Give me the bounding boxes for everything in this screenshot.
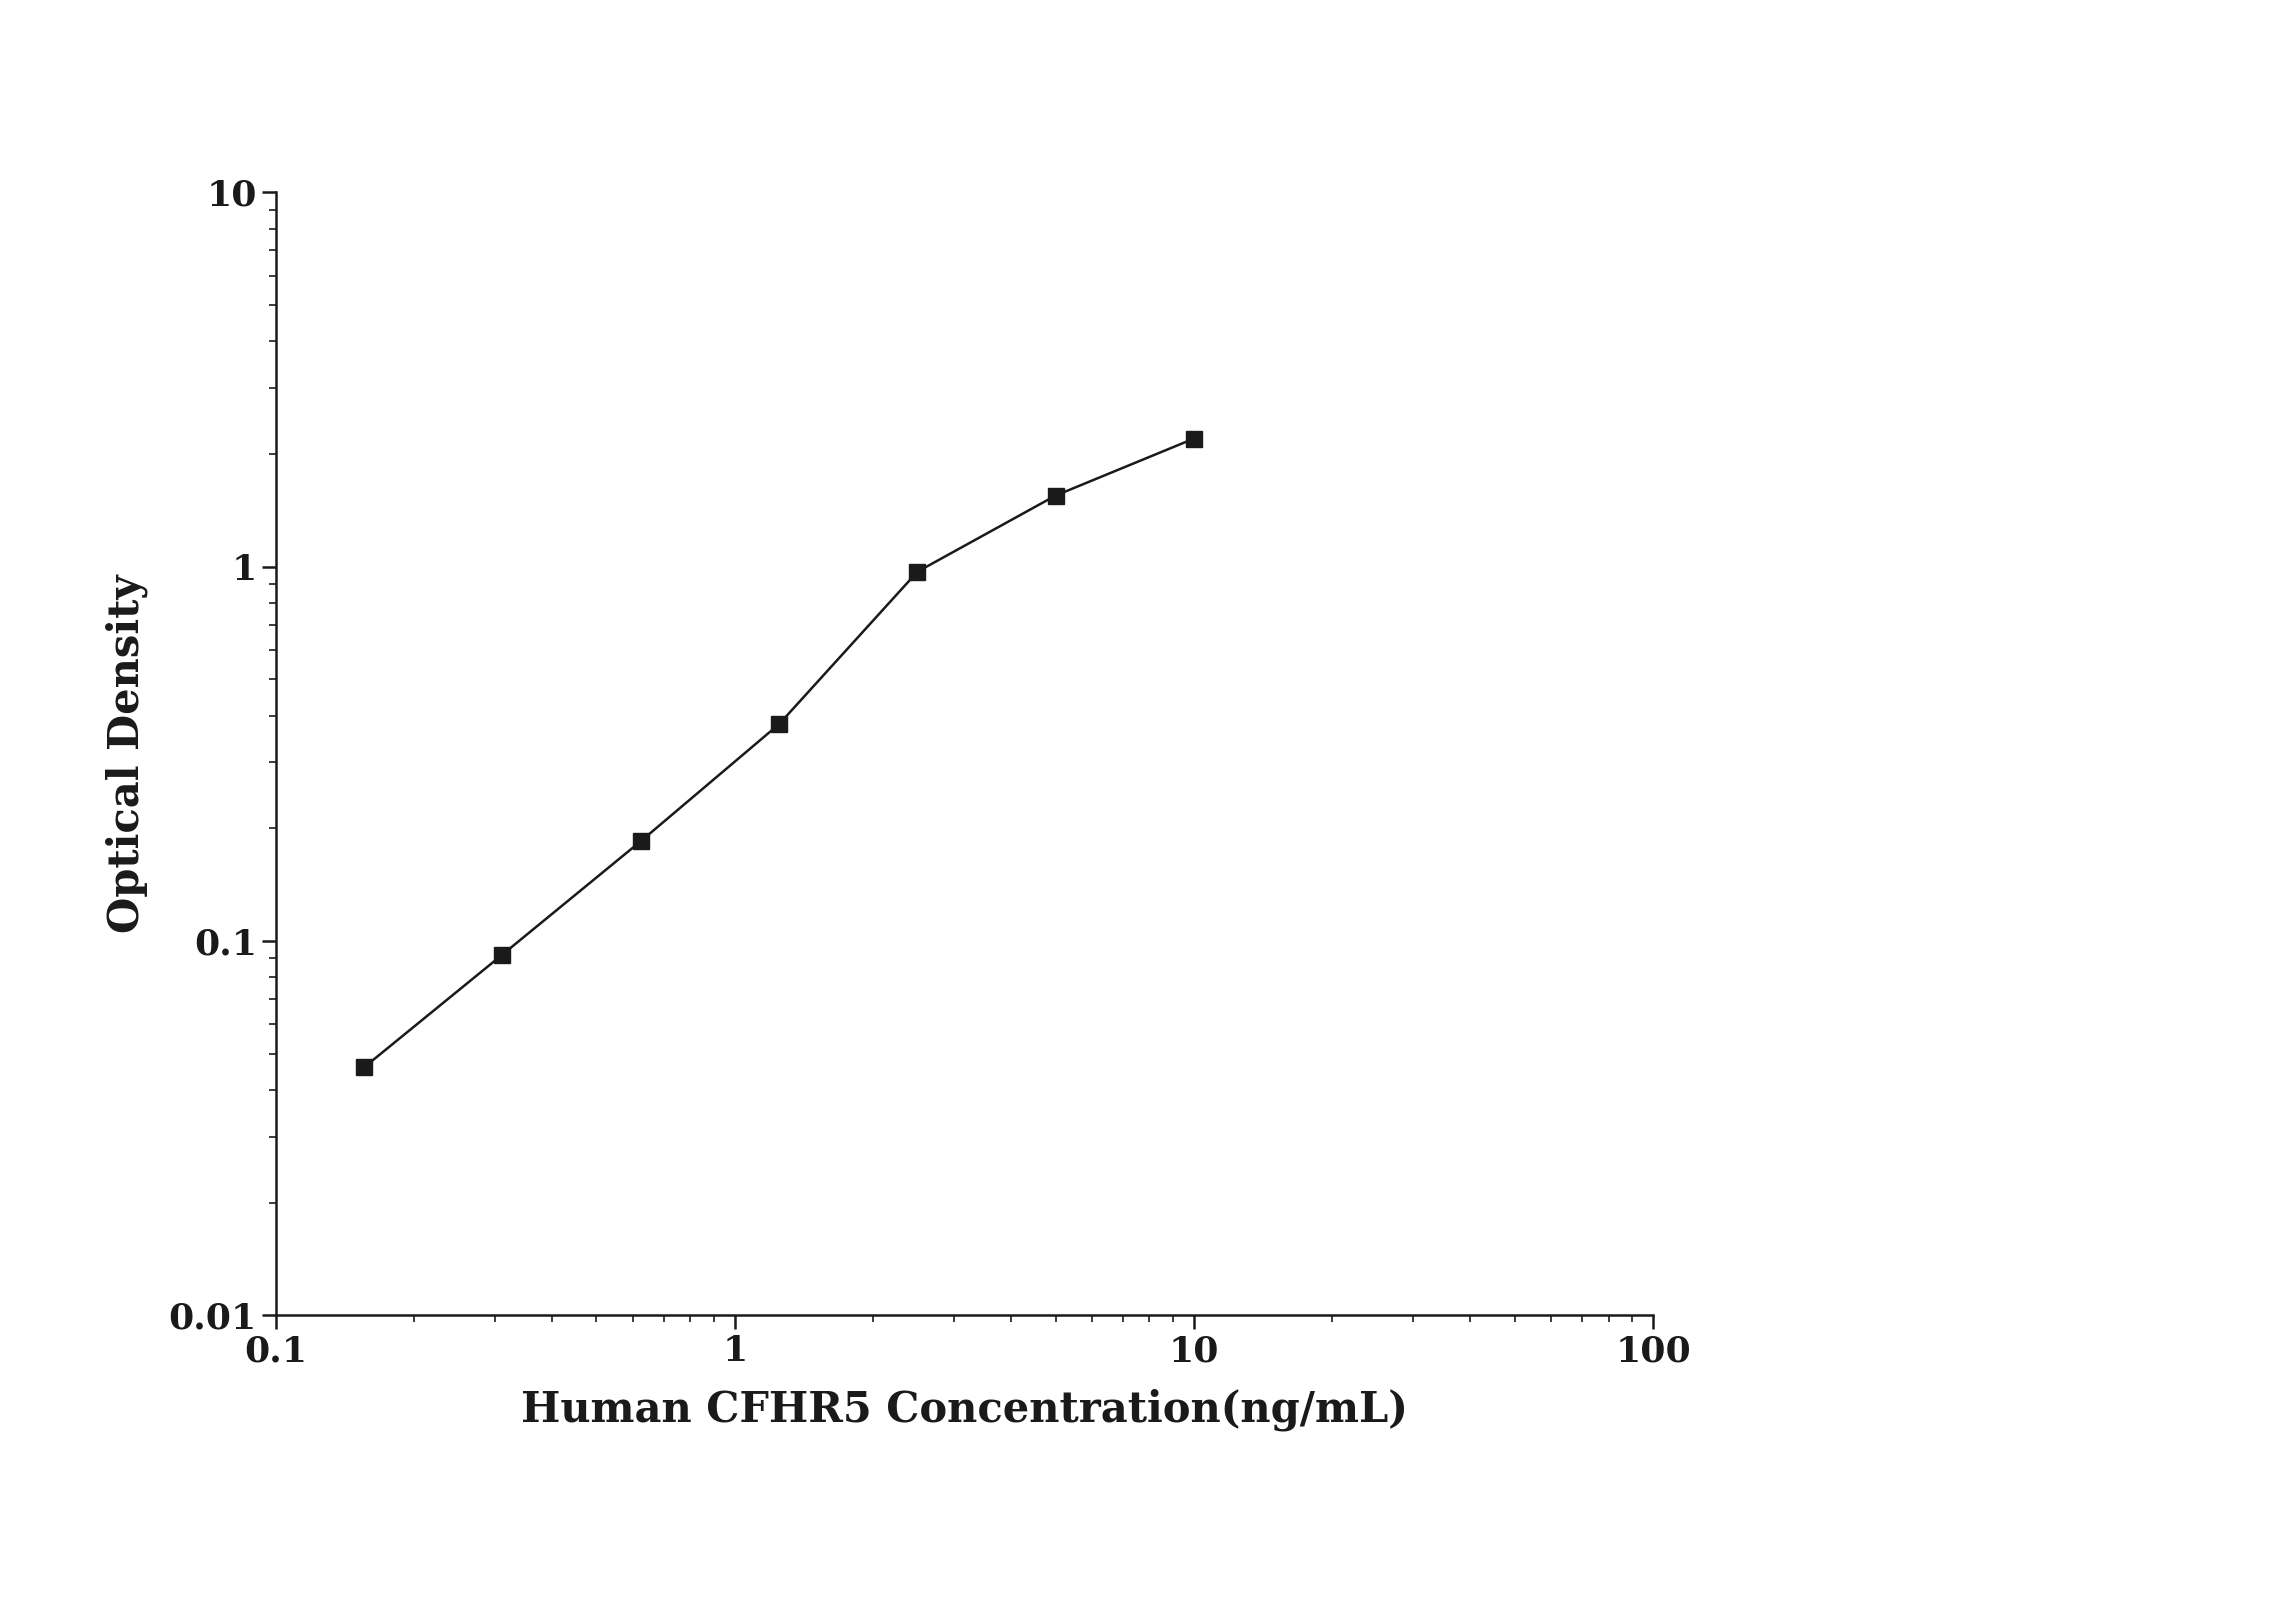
X-axis label: Human CFHR5 Concentration(ng/mL): Human CFHR5 Concentration(ng/mL) <box>521 1389 1407 1431</box>
Y-axis label: Optical Density: Optical Density <box>106 574 147 934</box>
